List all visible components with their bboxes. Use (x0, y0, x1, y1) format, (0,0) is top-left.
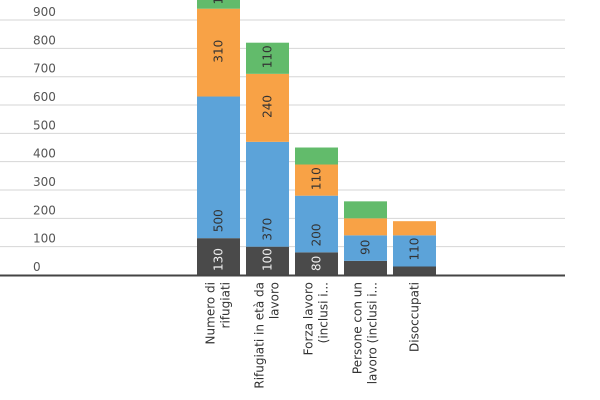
bar-segment (344, 218, 387, 236)
bar-segment (393, 235, 436, 267)
data-label: 100 (261, 248, 275, 271)
data-label: 1 (212, 0, 226, 5)
bar-segment (393, 221, 436, 236)
data-label: 200 (310, 223, 324, 246)
bar-segment (295, 164, 338, 196)
data-label: 130 (212, 248, 226, 271)
bar-segment (197, 8, 240, 97)
data-label: 370 (261, 218, 275, 241)
bar-segment (344, 201, 387, 219)
bar-segment (197, 0, 240, 9)
bar-segment (295, 195, 338, 253)
bar-segment (344, 235, 387, 261)
y-tick-label: 400 (33, 147, 56, 161)
y-tick-label: 700 (33, 62, 56, 76)
bar-segment (295, 147, 338, 165)
y-tick-label: 900 (33, 5, 56, 19)
data-label: 110 (261, 45, 275, 68)
bar-segment (197, 96, 240, 239)
y-tick-label: 500 (33, 118, 56, 132)
bar-segment (246, 42, 289, 74)
data-label: 80 (310, 256, 324, 271)
bar-segment (246, 246, 289, 275)
bar-segment (295, 252, 338, 275)
y-tick-label: 800 (33, 33, 56, 47)
data-label: 500 (212, 209, 226, 232)
x-category-label: (inclusi i... (317, 282, 331, 343)
y-tick-label: 300 (33, 175, 56, 189)
data-label: 240 (261, 95, 275, 118)
bar-segment (197, 238, 240, 275)
y-tick-label: 100 (33, 232, 56, 246)
x-category-label: lavoro (inclusi i... (366, 282, 380, 384)
x-category-label: Numero di (204, 282, 218, 344)
data-label: 110 (408, 238, 422, 261)
x-category-label: Persone con un (351, 282, 365, 374)
bar-segment (246, 141, 289, 247)
x-category-label: Disoccupati (408, 282, 422, 352)
bar-segment (393, 266, 436, 275)
data-label: 110 (310, 167, 324, 190)
x-category-label: rifugiati (219, 282, 233, 328)
bar-segment (344, 260, 387, 275)
x-category-label: Rifugiati in età da (253, 282, 267, 389)
data-label: 90 (359, 240, 373, 255)
x-category-label: lavoro (268, 282, 282, 319)
x-category-label: Forza lavoro (302, 282, 316, 355)
y-tick-label: 600 (33, 90, 56, 104)
y-tick-label: 0 (33, 260, 41, 274)
data-label: 310 (212, 40, 226, 63)
bar-segment (246, 73, 289, 142)
y-tick-label: 200 (33, 203, 56, 217)
